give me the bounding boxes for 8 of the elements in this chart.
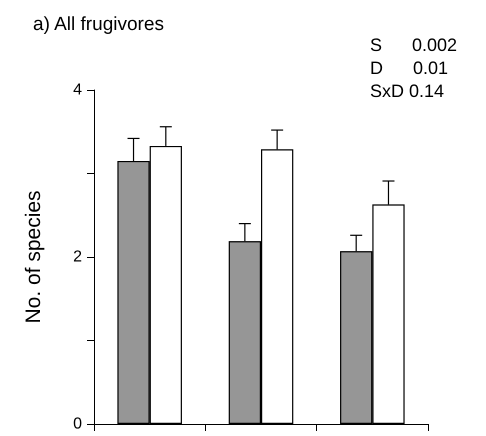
y-tick-label: 0 bbox=[73, 416, 82, 432]
text: D 0.01 bbox=[370, 58, 448, 78]
text: S 0.002 bbox=[370, 35, 458, 55]
annotation: SxD 0.14 bbox=[370, 81, 444, 101]
y-tick-label: 2 bbox=[73, 248, 82, 266]
chart-title: a) All frugivores bbox=[33, 14, 164, 35]
y-tick-label: 4 bbox=[73, 82, 82, 98]
y-axis-title: No. of species bbox=[22, 190, 45, 324]
